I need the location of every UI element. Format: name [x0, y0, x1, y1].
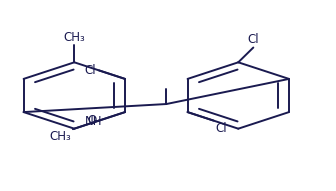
Text: Cl: Cl: [84, 64, 96, 77]
Text: O: O: [87, 114, 96, 127]
Text: CH₃: CH₃: [64, 31, 85, 44]
Text: Cl: Cl: [248, 33, 259, 46]
Text: NH: NH: [85, 115, 103, 128]
Text: Cl: Cl: [215, 122, 227, 135]
Text: CH₃: CH₃: [49, 130, 71, 143]
